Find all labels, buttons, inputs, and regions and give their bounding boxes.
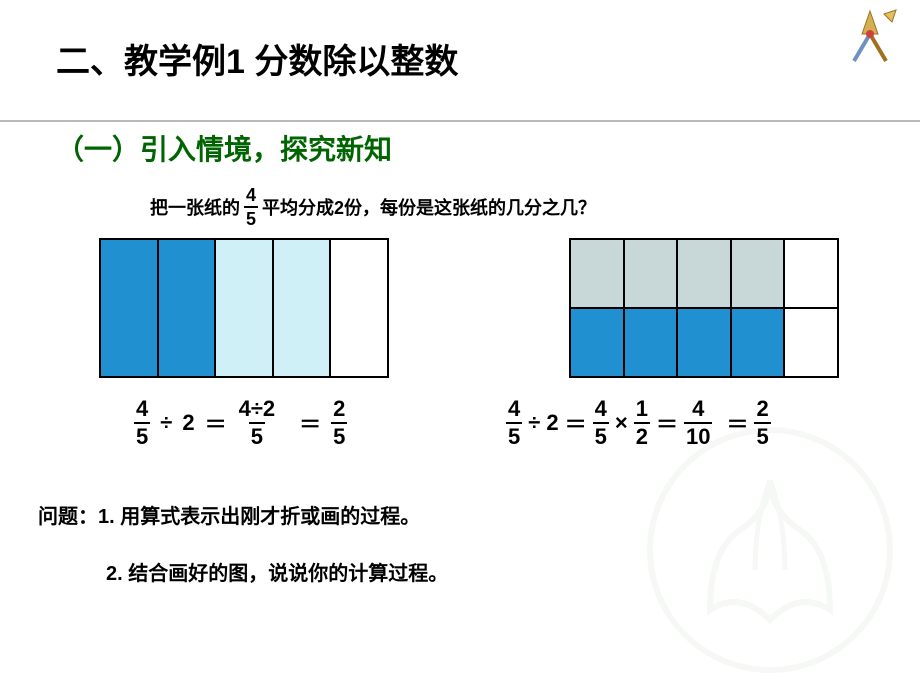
fraction: 4 5 <box>506 398 522 448</box>
fraction: 2 5 <box>754 398 770 448</box>
fraction: 1 2 <box>634 398 650 448</box>
diagram-row <box>0 238 920 378</box>
right-diagram-col <box>488 238 920 378</box>
op-equals: ＝ <box>726 407 748 439</box>
problem-list: 问题：1. 用算式表示出刚才折或画的过程。 2. 结合画好的图，说说你的计算过程… <box>38 500 448 586</box>
question-text: 把一张纸的 4 5 平均分成2份，每份是这张纸的几分之几？ <box>150 186 596 228</box>
slide: 二、教学例1 分数除以整数 （一）引入情境，探究新知 把一张纸的 4 5 平均分… <box>0 0 920 690</box>
equation-left: 4 5 ÷ 2 ＝ 4÷2 5 ＝ 2 5 <box>134 398 347 448</box>
cell <box>785 309 837 376</box>
cell <box>216 240 274 376</box>
problem-2: 2. 结合画好的图，说说你的计算过程。 <box>38 557 448 586</box>
fraction: 4 10 <box>684 398 712 448</box>
cell <box>678 240 732 307</box>
op-equals: ＝ <box>299 407 321 439</box>
cell <box>625 309 679 376</box>
cell <box>732 240 786 307</box>
value: 2 <box>182 410 194 436</box>
op-divide: ÷ <box>160 410 172 436</box>
cell <box>571 309 625 376</box>
question-fraction: 4 5 <box>244 186 258 228</box>
op-divide: ÷ <box>528 410 540 436</box>
problem-1: 问题：1. 用算式表示出刚才折或画的过程。 <box>38 500 448 529</box>
question-suffix: 平均分成2份，每份是这张纸的几分之几？ <box>262 194 596 220</box>
main-heading: 二、教学例1 分数除以整数 <box>0 0 920 83</box>
cell <box>101 240 159 376</box>
problem-label: 问题： <box>38 506 98 528</box>
op-multiply: × <box>615 410 628 436</box>
compass-icon <box>840 6 900 66</box>
cell <box>331 240 387 376</box>
row <box>571 309 837 376</box>
op-equals: ＝ <box>656 407 678 439</box>
cell <box>571 240 625 307</box>
equation-right: 4 5 ÷ 2 ＝ 4 5 × 1 2 ＝ 4 10 ＝ 2 5 <box>506 398 771 448</box>
cell <box>274 240 332 376</box>
fraction: 4 5 <box>593 398 609 448</box>
fraction: 4 5 <box>134 398 150 448</box>
divider <box>0 120 920 122</box>
sub-heading: （一）引入情境，探究新知 <box>56 128 392 168</box>
fraction: 4÷2 5 <box>237 398 278 448</box>
op-equals: ＝ <box>205 407 227 439</box>
op-equals: ＝ <box>565 407 587 439</box>
cell <box>678 309 732 376</box>
right-rectangle <box>569 238 839 378</box>
left-rectangle <box>99 238 389 378</box>
watermark-icon <box>640 420 900 680</box>
cell <box>159 240 217 376</box>
value: 2 <box>546 410 558 436</box>
cell <box>625 240 679 307</box>
cell <box>732 309 786 376</box>
fraction: 2 5 <box>331 398 347 448</box>
question-prefix: 把一张纸的 <box>150 194 240 220</box>
left-diagram-col <box>0 238 488 378</box>
row <box>571 240 837 309</box>
cell <box>785 240 837 307</box>
